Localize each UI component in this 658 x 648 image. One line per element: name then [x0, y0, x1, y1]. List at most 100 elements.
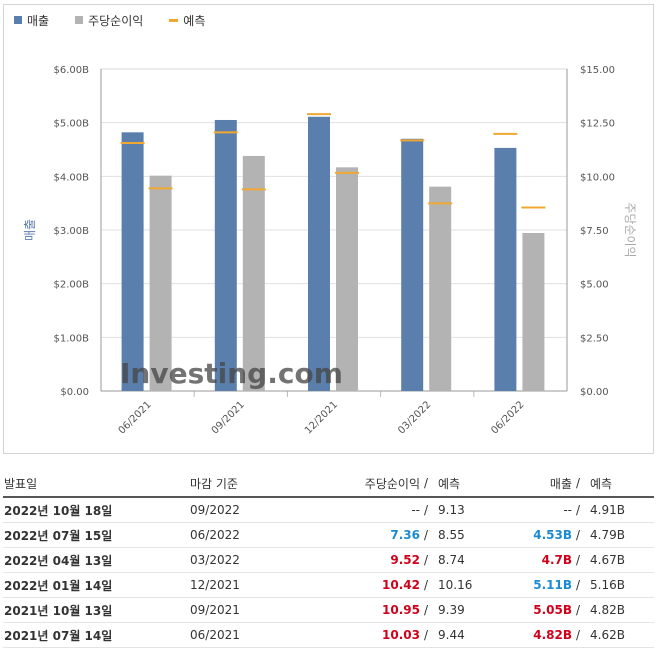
- y-left-tick-label: $6.00B: [54, 65, 90, 76]
- cell-eps-forecast: 9.39: [438, 603, 465, 617]
- cell-eps: 9.52: [390, 553, 420, 567]
- cell-eps: 10.03: [382, 628, 420, 642]
- chart-legend: 매출 주당순이익 예측: [14, 12, 231, 28]
- cell-revenue: 5.05B: [533, 603, 572, 617]
- cell-revenue-forecast: 4.62B: [590, 628, 625, 642]
- x-tick-label: 06/2022: [489, 399, 526, 436]
- cell-revenue-separator: /: [576, 528, 581, 542]
- header-revenue-label: 매출: [549, 476, 572, 491]
- legend-item-forecast[interactable]: 예측: [169, 12, 205, 29]
- y-right-tick-label: $5.00: [580, 280, 609, 291]
- y-right-axis-title: 주당순이익: [623, 202, 637, 257]
- header-period[interactable]: 마감 기준: [190, 476, 238, 491]
- eps-bar: [336, 167, 358, 391]
- x-tick-label: 12/2021: [303, 399, 340, 436]
- revenue-bar: [214, 119, 237, 391]
- y-right-tick-label: $12.50: [580, 119, 615, 130]
- table-row: 2021년 07월 14일 06/2021 10.03 / 9.44 4.82B / 4.62…: [3, 623, 654, 648]
- cell-date: 2022년 04월 13일: [4, 553, 113, 568]
- x-tick-label: 03/2022: [396, 399, 433, 436]
- revenue-bar: [308, 116, 330, 391]
- earnings-table: 발표일 마감 기준 주당순이익 / 예측 매출 / 예측 2022년 10월 1…: [3, 470, 654, 648]
- cell-revenue-separator: /: [576, 603, 581, 617]
- cell-eps-separator: /: [424, 628, 429, 642]
- legend-label-forecast: 예측: [183, 13, 206, 28]
- cell-eps: 10.42: [382, 578, 420, 592]
- y-left-tick-label: $2.00B: [54, 280, 90, 291]
- cell-eps-separator: /: [424, 553, 429, 567]
- cell-revenue: 4.53B: [533, 528, 572, 542]
- legend-item-revenue[interactable]: 매출: [14, 12, 49, 29]
- y-right-tick-label: $15.00: [580, 65, 615, 76]
- chart-plot: $0.00 $1.00B $2.00B $3.00B $4.00B $5.00B $6.00…: [23, 65, 637, 436]
- header-revenue[interactable]: 매출: [494, 475, 576, 492]
- y-left-tick-label: $1.00B: [54, 333, 90, 344]
- eps-bar: [149, 175, 172, 391]
- cell-eps-forecast: 10.16: [438, 578, 473, 592]
- cell-period: 09/2021: [190, 603, 240, 617]
- eps-bar: [429, 186, 452, 391]
- y-left-axis-title: 매출: [23, 219, 37, 241]
- cell-date: 2022년 07월 15일: [4, 528, 113, 543]
- table-header-row: 발표일 마감 기준 주당순이익 / 예측 매출 / 예측: [3, 470, 654, 498]
- header-eps[interactable]: 주당순이익: [300, 475, 424, 492]
- table-row: 2022년 01월 14일 12/2021 10.42 / 10.16 5.11B / 5.1…: [3, 573, 654, 598]
- x-tick-label: 06/2021: [117, 399, 154, 436]
- cell-eps: 10.95: [382, 603, 420, 617]
- y-right-tick-label: $0.00: [580, 387, 609, 398]
- table-row: 2022년 07월 15일 06/2022 7.36 / 8.55 4.53B / 4.79B: [3, 523, 654, 548]
- cell-revenue-forecast: 4.91B: [590, 503, 625, 517]
- x-tick-label: 09/2021: [210, 399, 247, 436]
- cell-eps-separator: /: [424, 578, 429, 592]
- y-right-tick-label: $7.50: [580, 226, 609, 237]
- table-body: 2022년 10월 18일 09/2022 --/9.13 --/4.91B 2022년…: [3, 498, 654, 648]
- cell-eps-forecast: 8.74: [438, 553, 465, 567]
- table-row: 2021년 10월 13일 09/2021 10.95 / 9.39 5.05B / 4.82…: [3, 598, 654, 623]
- table-row: 2022년 04월 13일 03/2022 9.52 / 8.74 4.7B / 4.67B: [3, 548, 654, 573]
- cell-eps: --: [411, 503, 420, 517]
- header-eps-separator: /: [424, 476, 429, 490]
- cell-revenue-forecast: 4.82B: [590, 603, 625, 617]
- cell-revenue-separator: /: [576, 628, 581, 642]
- y-left-tick-label: $4.00B: [54, 172, 90, 183]
- revenue-bar: [494, 147, 517, 391]
- header-revenue-forecast[interactable]: 예측: [590, 476, 613, 491]
- y-right-tick-label: $10.00: [580, 172, 615, 183]
- cell-period: 12/2021: [190, 578, 240, 592]
- cell-period: 09/2022: [190, 503, 240, 517]
- header-date[interactable]: 발표일: [4, 476, 38, 491]
- cell-eps-separator: /: [424, 603, 429, 617]
- legend-label-revenue: 매출: [27, 13, 50, 28]
- y-right-tick-label: $2.50: [580, 333, 609, 344]
- cell-revenue: 4.82B: [533, 628, 572, 642]
- revenue-bar: [401, 138, 424, 391]
- legend-label-eps: 주당순이익: [88, 13, 144, 28]
- watermark-investing: Investing.com: [120, 357, 343, 390]
- cell-eps-forecast: 8.55: [438, 528, 465, 542]
- cell-date: 2021년 07월 14일: [4, 628, 113, 643]
- table-row: 2022년 10월 18일 09/2022 -- / 9.13 -- / 4.91B: [3, 498, 654, 523]
- legend-item-eps[interactable]: 주당순이익: [75, 12, 143, 29]
- cell-revenue: 5.11B: [533, 578, 572, 592]
- cell-eps-forecast: 9.13: [438, 503, 465, 517]
- eps-bar: [242, 155, 265, 391]
- cell-period: 03/2022: [190, 553, 240, 567]
- eps-bar: [522, 233, 545, 391]
- cell-revenue: 4.7B: [541, 553, 572, 567]
- y-left-tick-label: $0.00: [60, 387, 89, 398]
- legend-swatch-eps: [75, 16, 84, 24]
- cell-date: 2021년 10월 13일: [4, 603, 113, 618]
- legend-swatch-revenue: [14, 16, 22, 24]
- cell-revenue-forecast: 4.79B: [590, 528, 625, 542]
- header-revenue-separator: /: [576, 476, 581, 490]
- y-left-tick-label: $5.00B: [54, 119, 90, 130]
- earnings-chart: 매출 주당순이익 예측 $0.00 $1.00B $2.00B $3.00B $4.00…: [3, 4, 654, 454]
- header-eps-forecast[interactable]: 예측: [438, 476, 461, 491]
- cell-revenue-separator: /: [576, 578, 581, 592]
- y-left-tick-label: $3.00B: [54, 226, 90, 237]
- legend-swatch-forecast: [169, 18, 179, 22]
- cell-eps: 7.36: [390, 528, 420, 542]
- revenue-bar: [121, 132, 144, 391]
- cell-period: 06/2022: [190, 528, 240, 542]
- cell-date: 2022년 01월 14일: [4, 578, 113, 593]
